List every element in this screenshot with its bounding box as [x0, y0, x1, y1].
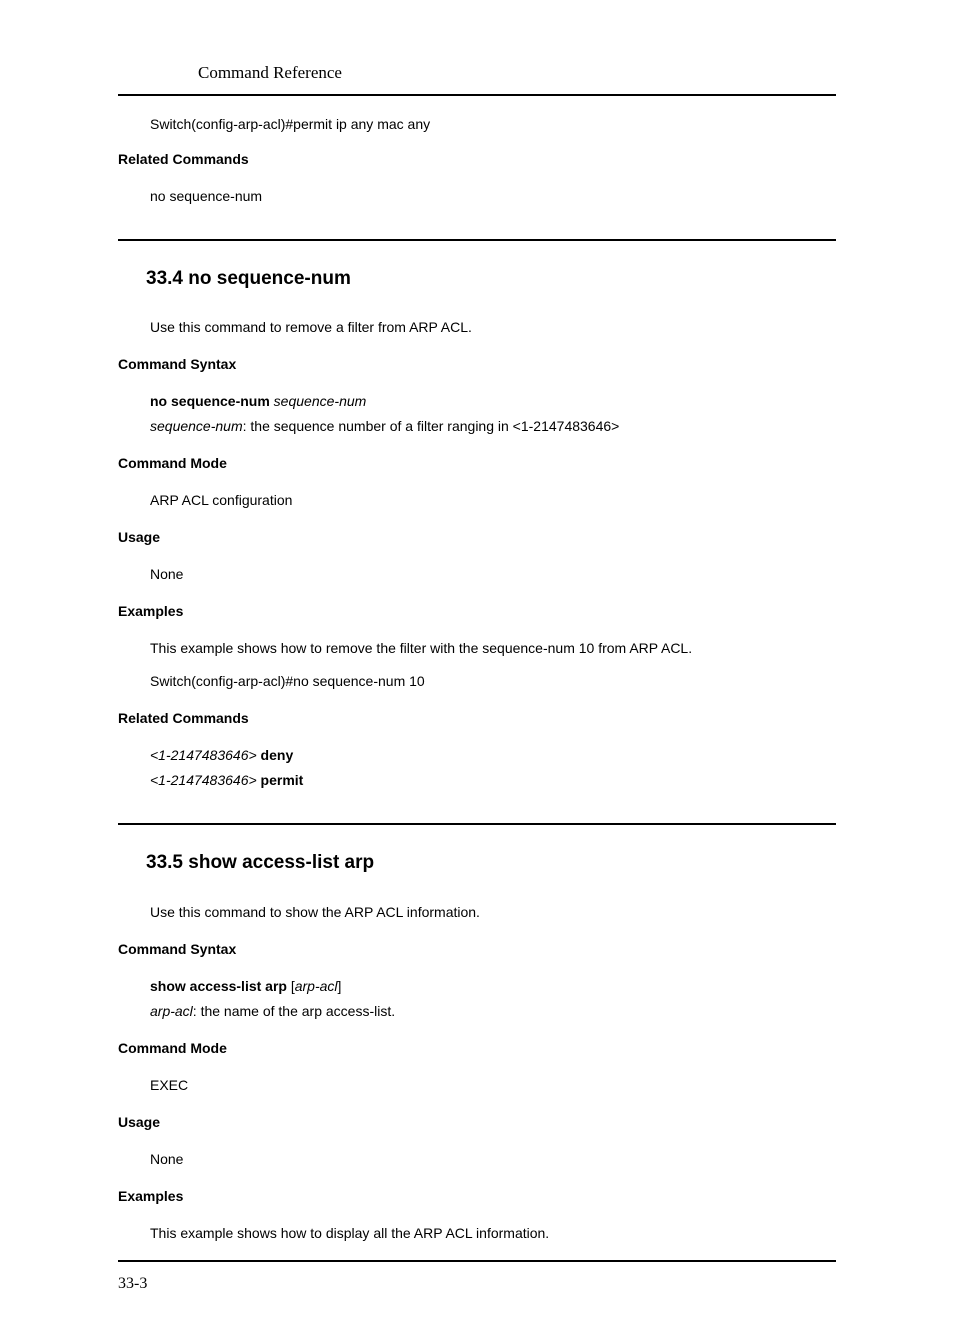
page: Command Reference Switch(config-arp-acl)…: [0, 0, 954, 1336]
section-intro: Use this command to show the ARP ACL inf…: [118, 902, 836, 923]
command-mode-heading: Command Mode: [118, 453, 836, 474]
command-mode-heading: Command Mode: [118, 1038, 836, 1059]
related-commands-list: <1-2147483646> deny <1-2147483646> permi…: [118, 745, 836, 791]
related-command-item: no sequence-num: [150, 186, 836, 207]
examples-block: This example shows how to remove the fil…: [118, 638, 836, 692]
related-commands-heading: Related Commands: [118, 708, 836, 729]
section-number: 33.5: [146, 852, 183, 873]
syntax-command: show access-list arp: [150, 978, 287, 994]
usage-value: None: [118, 1149, 836, 1170]
section-number: 33.4: [146, 268, 183, 289]
command-syntax-heading: Command Syntax: [118, 939, 836, 960]
section-title-text: no sequence-num: [188, 268, 351, 289]
examples-heading: Examples: [118, 601, 836, 622]
command-syntax-heading: Command Syntax: [118, 354, 836, 375]
example-code-line: Switch(config-arp-acl)#permit ip any mac…: [118, 114, 836, 135]
section-intro: Use this command to remove a filter from…: [118, 317, 836, 338]
syntax-param: sequence-num: [150, 418, 243, 434]
related-commands-heading: Related Commands: [118, 149, 836, 170]
command-mode-value: EXEC: [118, 1075, 836, 1096]
section-divider: [118, 239, 836, 241]
command-mode-value: ARP ACL configuration: [118, 490, 836, 511]
section-title-text: show access-list arp: [188, 852, 374, 873]
related-command-item: <1-2147483646> permit: [150, 770, 836, 791]
command-syntax-block: show access-list arp [arp-acl] arp-acl: …: [118, 976, 836, 1022]
section-heading: 33.4 no sequence-num: [146, 265, 836, 294]
syntax-arg: sequence-num: [270, 393, 367, 409]
section-heading: 33.5 show access-list arp: [146, 849, 836, 878]
page-footer: 33-3: [118, 1260, 836, 1296]
example-line: This example shows how to remove the fil…: [150, 638, 836, 659]
syntax-param: arp-acl: [150, 1003, 193, 1019]
related-commands-list: no sequence-num: [118, 186, 836, 207]
syntax-command: no sequence-num: [150, 393, 270, 409]
syntax-arg: arp-acl: [295, 978, 338, 994]
usage-heading: Usage: [118, 1112, 836, 1133]
usage-value: None: [118, 564, 836, 585]
syntax-param-desc: : the sequence number of a filter rangin…: [243, 418, 620, 434]
examples-block: This example shows how to display all th…: [118, 1223, 836, 1244]
usage-heading: Usage: [118, 527, 836, 548]
running-header: Command Reference: [118, 60, 836, 96]
example-line: Switch(config-arp-acl)#no sequence-num 1…: [150, 671, 836, 692]
related-command-item: <1-2147483646> deny: [150, 745, 836, 766]
examples-heading: Examples: [118, 1186, 836, 1207]
page-number: 33-3: [118, 1275, 147, 1292]
command-syntax-block: no sequence-num sequence-num sequence-nu…: [118, 391, 836, 437]
section-divider: [118, 823, 836, 825]
example-line: This example shows how to display all th…: [150, 1223, 836, 1244]
syntax-param-desc: : the name of the arp access-list.: [193, 1003, 395, 1019]
content: Command Reference Switch(config-arp-acl)…: [118, 60, 836, 1244]
